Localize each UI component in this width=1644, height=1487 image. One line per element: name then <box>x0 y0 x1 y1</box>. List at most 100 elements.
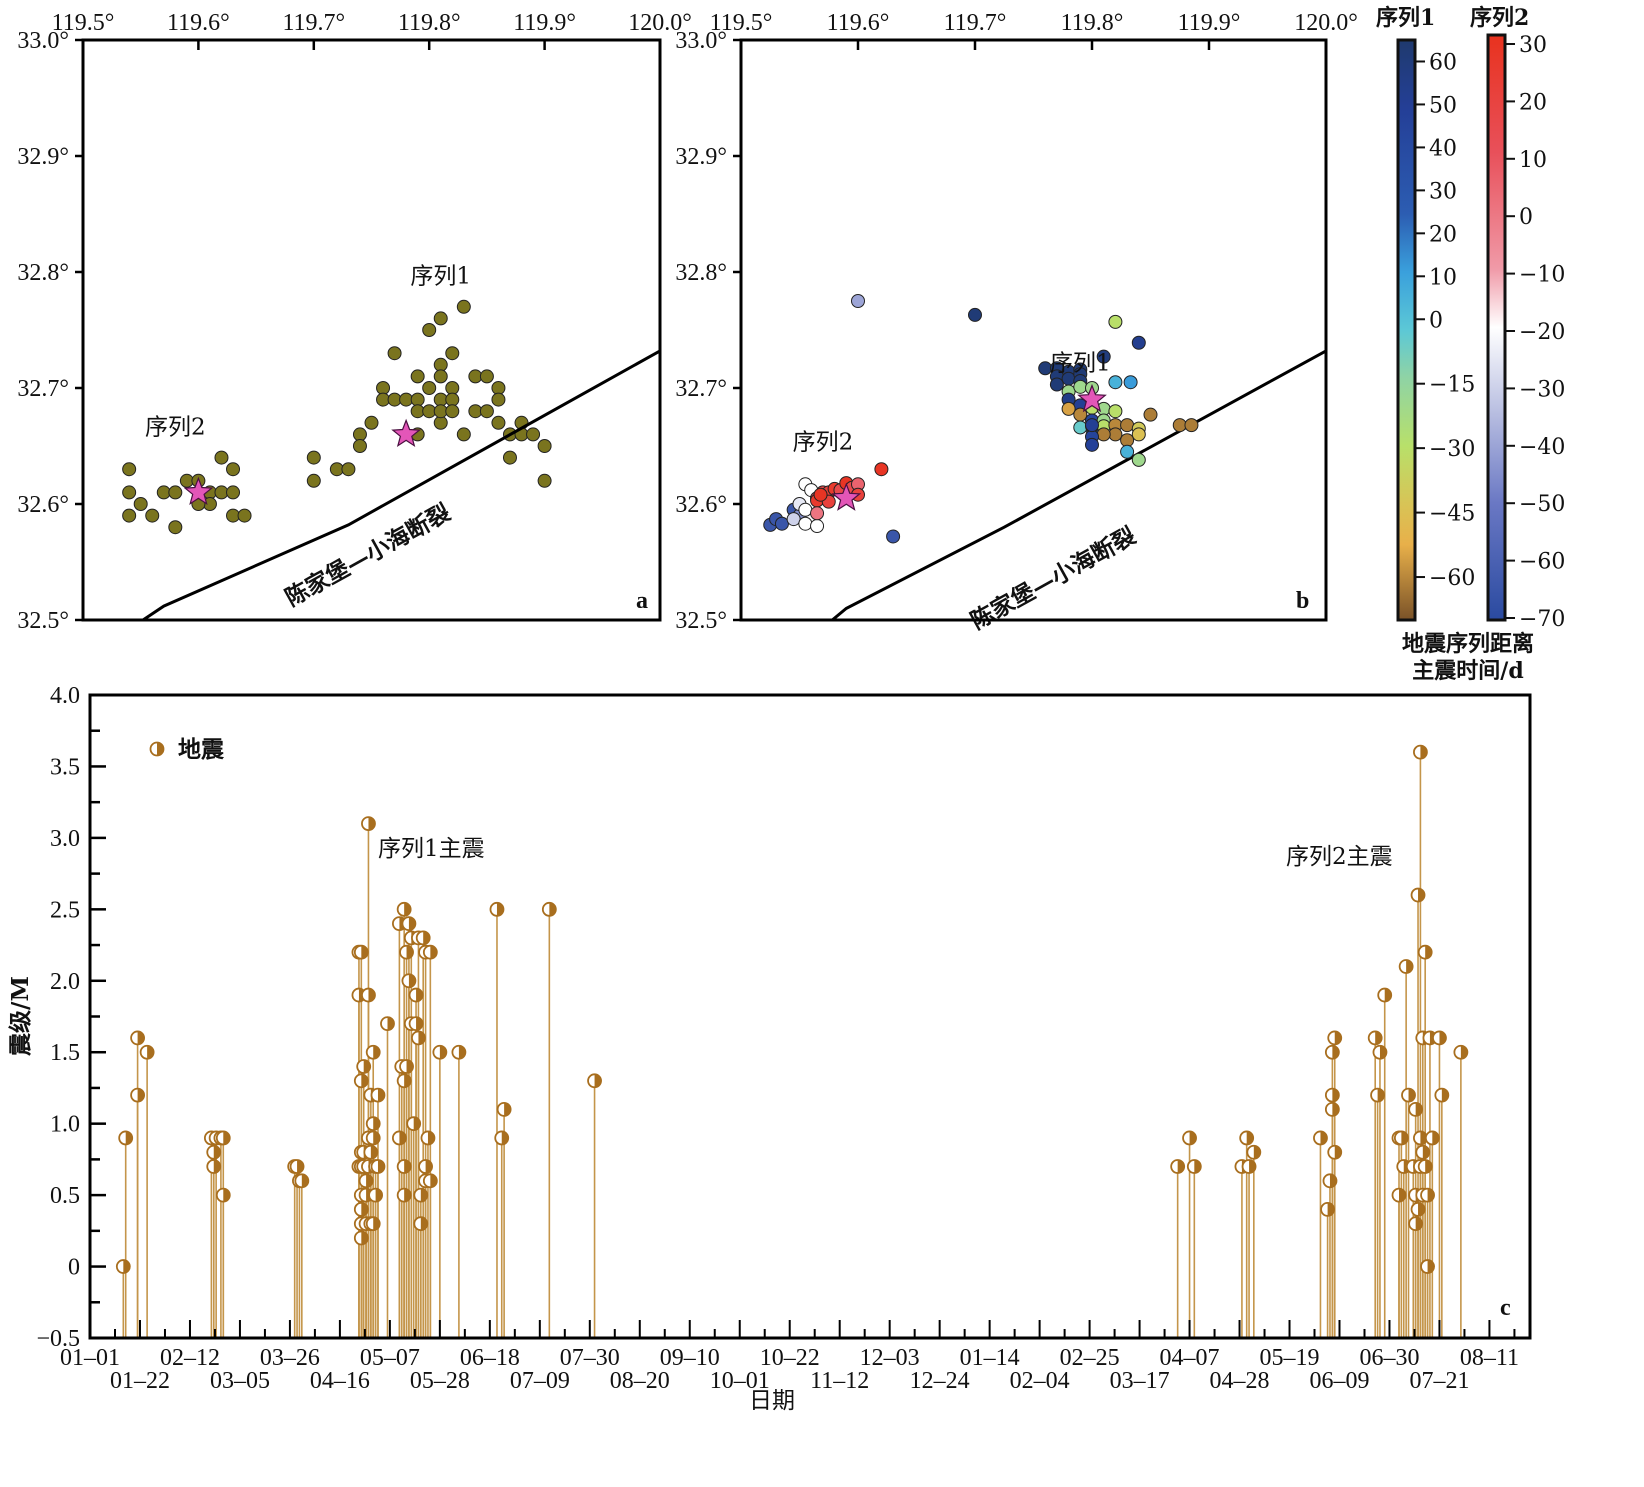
colorbar-tick-label: −60 <box>1519 550 1565 575</box>
earthquake-point <box>445 404 460 419</box>
earthquake-point <box>491 381 506 395</box>
seq1-earthquake-point <box>1131 427 1146 442</box>
colorbar-title-line2: 主震时间/d <box>1412 658 1523 684</box>
y-tick-label: 1.5 <box>50 1040 80 1066</box>
earthquake-point <box>122 485 137 500</box>
marker-fill <box>1329 1174 1337 1188</box>
earthquake-point <box>526 427 541 442</box>
marker-fill <box>1384 988 1392 1002</box>
colorbar-tick-label: −60 <box>1429 566 1475 591</box>
earthquake-point <box>445 392 460 407</box>
marker-fill <box>1406 959 1413 973</box>
panel-c-stems <box>115 744 1469 1338</box>
earthquake-marker <box>206 1159 222 1174</box>
earthquake-marker <box>1186 1159 1202 1174</box>
earthquake-point <box>410 392 425 407</box>
x-tick-label: 12–03 <box>860 1345 920 1371</box>
colorbar-tick-label: −40 <box>1519 435 1565 460</box>
x-tick-label: 119.5° <box>52 10 115 36</box>
x-tick-label: 12–24 <box>910 1368 970 1394</box>
colorbar-seq2-bar <box>1486 33 1507 622</box>
marker-fill <box>496 902 504 916</box>
panel-c-label: c <box>1500 1295 1511 1321</box>
y-tick-label: 1.0 <box>50 1112 80 1138</box>
y-tick-label: 32.7° <box>675 376 727 402</box>
earthquake-marker <box>294 1173 310 1189</box>
marker-fill <box>373 1217 380 1231</box>
y-tick-label: 2.0 <box>50 969 80 995</box>
marker-fill <box>375 1188 383 1202</box>
marker-fill <box>1377 1088 1385 1102</box>
earthquake-marker <box>365 1130 381 1146</box>
panel-a-frame <box>81 38 662 622</box>
mainshock-star-icon <box>183 476 214 506</box>
colorbar-tick-label: −15 <box>1429 373 1475 398</box>
earthquake-marker <box>1408 1101 1424 1117</box>
x-tick-label: 04–28 <box>1210 1368 1270 1394</box>
earthquake-point <box>456 299 471 314</box>
marker-fill <box>425 1160 433 1174</box>
x-tick-label: 119.5° <box>710 10 773 36</box>
earthquake-point <box>306 473 321 488</box>
marker-fill <box>370 1145 378 1159</box>
y-tick-label: 0.5 <box>50 1183 80 1209</box>
marker-fill <box>361 1074 368 1088</box>
earthquake-marker <box>1370 1087 1385 1103</box>
earthquake-marker <box>115 1259 131 1274</box>
marker-fill <box>406 945 414 959</box>
marker-fill <box>1418 888 1425 902</box>
marker-fill <box>361 1231 368 1245</box>
earthquake-point <box>364 415 379 430</box>
earthquake-marker <box>370 1159 386 1174</box>
panel-b-map: 陈家堡—小海断裂 序列1 序列2 119.5° 119.6° 119.7° 119.8… <box>675 10 1357 635</box>
marker-fill <box>439 1045 447 1059</box>
x-tick-label: 06–30 <box>1359 1345 1419 1371</box>
earthquake-marker <box>1401 1087 1416 1103</box>
marker-fill <box>213 1160 221 1174</box>
marker-fill <box>1425 1160 1432 1174</box>
marker-fill <box>404 1188 411 1202</box>
panel-b-frame <box>739 38 1328 622</box>
earthquake-marker <box>1322 1173 1338 1189</box>
colorbar-seq1-bar <box>1396 38 1417 622</box>
panel-a-mainshock-stars <box>183 418 421 506</box>
earthquake-point <box>502 450 517 465</box>
marker-fill <box>404 1074 411 1088</box>
marker-fill <box>423 931 430 945</box>
x-tick-label: 05–07 <box>360 1345 420 1371</box>
panel-b-label: b <box>1296 588 1309 614</box>
earthquake-point <box>226 485 241 500</box>
earthquake-point <box>433 369 448 384</box>
colorbar-tick-label: 10 <box>1519 148 1547 173</box>
marker-fill <box>408 974 416 988</box>
x-tick-label: 01–01 <box>60 1345 120 1371</box>
earthquake-point <box>433 311 448 326</box>
earthquake-point <box>491 415 506 430</box>
earthquake-marker <box>1327 1144 1343 1160</box>
marker-fill <box>387 1017 394 1031</box>
earthquake-marker <box>380 1016 395 1032</box>
marker-fill <box>1441 1088 1449 1102</box>
marker-fill <box>361 945 368 959</box>
y-tick-label: 4.0 <box>50 683 80 709</box>
earthquake-marker <box>1327 1030 1343 1046</box>
earthquake-marker <box>215 1187 231 1203</box>
x-tick-label: 08–20 <box>610 1368 670 1394</box>
panel-b-mainshock-stars <box>831 383 1107 511</box>
marker-fill <box>406 1060 414 1074</box>
earthquake-marker <box>1170 1159 1186 1174</box>
earthquake-marker <box>496 1101 512 1117</box>
earthquake-marker <box>1420 1259 1435 1274</box>
seq2-earthquake-point <box>886 529 901 544</box>
earthquake-marker <box>1324 1087 1340 1103</box>
earthquake-point <box>145 508 160 523</box>
marker-fill <box>301 1174 309 1188</box>
earthquake-marker <box>489 901 505 917</box>
colorbar-tick-label: 20 <box>1429 222 1457 247</box>
legend-earthquake-marker <box>149 741 165 757</box>
seq2-earthquake-point <box>810 519 825 534</box>
earthquake-marker <box>139 1044 155 1060</box>
earthquake-marker <box>1391 1187 1407 1203</box>
marker-fill <box>1401 1131 1408 1145</box>
